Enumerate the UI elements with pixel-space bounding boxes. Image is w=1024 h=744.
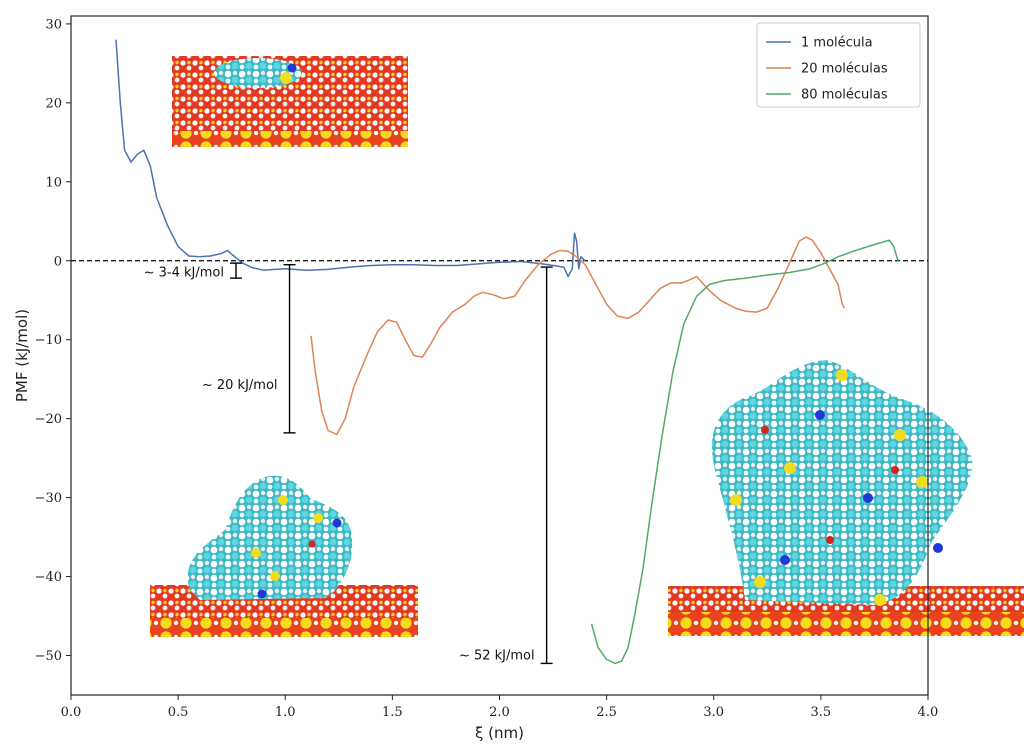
x-tick-label: 3.0 [703,705,724,720]
legend-entry: 20 moléculas [801,62,888,77]
x-tick-label: 4.0 [918,705,939,720]
x-axis-label: ξ (nm) [475,724,524,742]
snapshot-single-molecule [172,56,408,147]
snapshot-80-molecules [668,360,1024,636]
legend-entry: 80 moléculas [801,88,888,103]
annotation-label: ~ 3-4 kJ/mol [144,266,224,281]
x-tick-label: 0.5 [168,705,189,720]
series-line-3 [590,239,899,665]
snapshot-20-molecules [150,475,418,637]
x-tick-label: 3.5 [811,705,832,720]
y-tick-label: −50 [35,649,62,664]
y-tick-label: −10 [35,333,62,348]
x-tick-label: 1.5 [382,705,403,720]
x-tick-label: 2.5 [596,705,617,720]
y-axis-label: PMF (kJ/mol) [13,309,31,402]
annotation-label: ~ 20 kJ/mol [202,378,278,393]
annotation-label: ~ 52 kJ/mol [459,648,535,663]
legend-entry: 1 molécula [801,36,873,51]
y-tick-label: 20 [45,96,62,111]
y-tick-label: 30 [45,17,62,32]
legend-box [756,22,921,108]
series-line-1 [115,39,586,278]
x-tick-label: 2.0 [489,705,510,720]
y-tick-label: 0 [54,254,62,269]
y-tick-label: −40 [35,570,62,585]
y-tick-label: −20 [35,412,62,427]
x-tick-label: 1.0 [275,705,296,720]
y-tick-label: −30 [35,491,62,506]
y-tick-label: 10 [45,175,62,190]
series-line-2 [310,236,846,436]
x-tick-label: 0.0 [61,705,82,720]
